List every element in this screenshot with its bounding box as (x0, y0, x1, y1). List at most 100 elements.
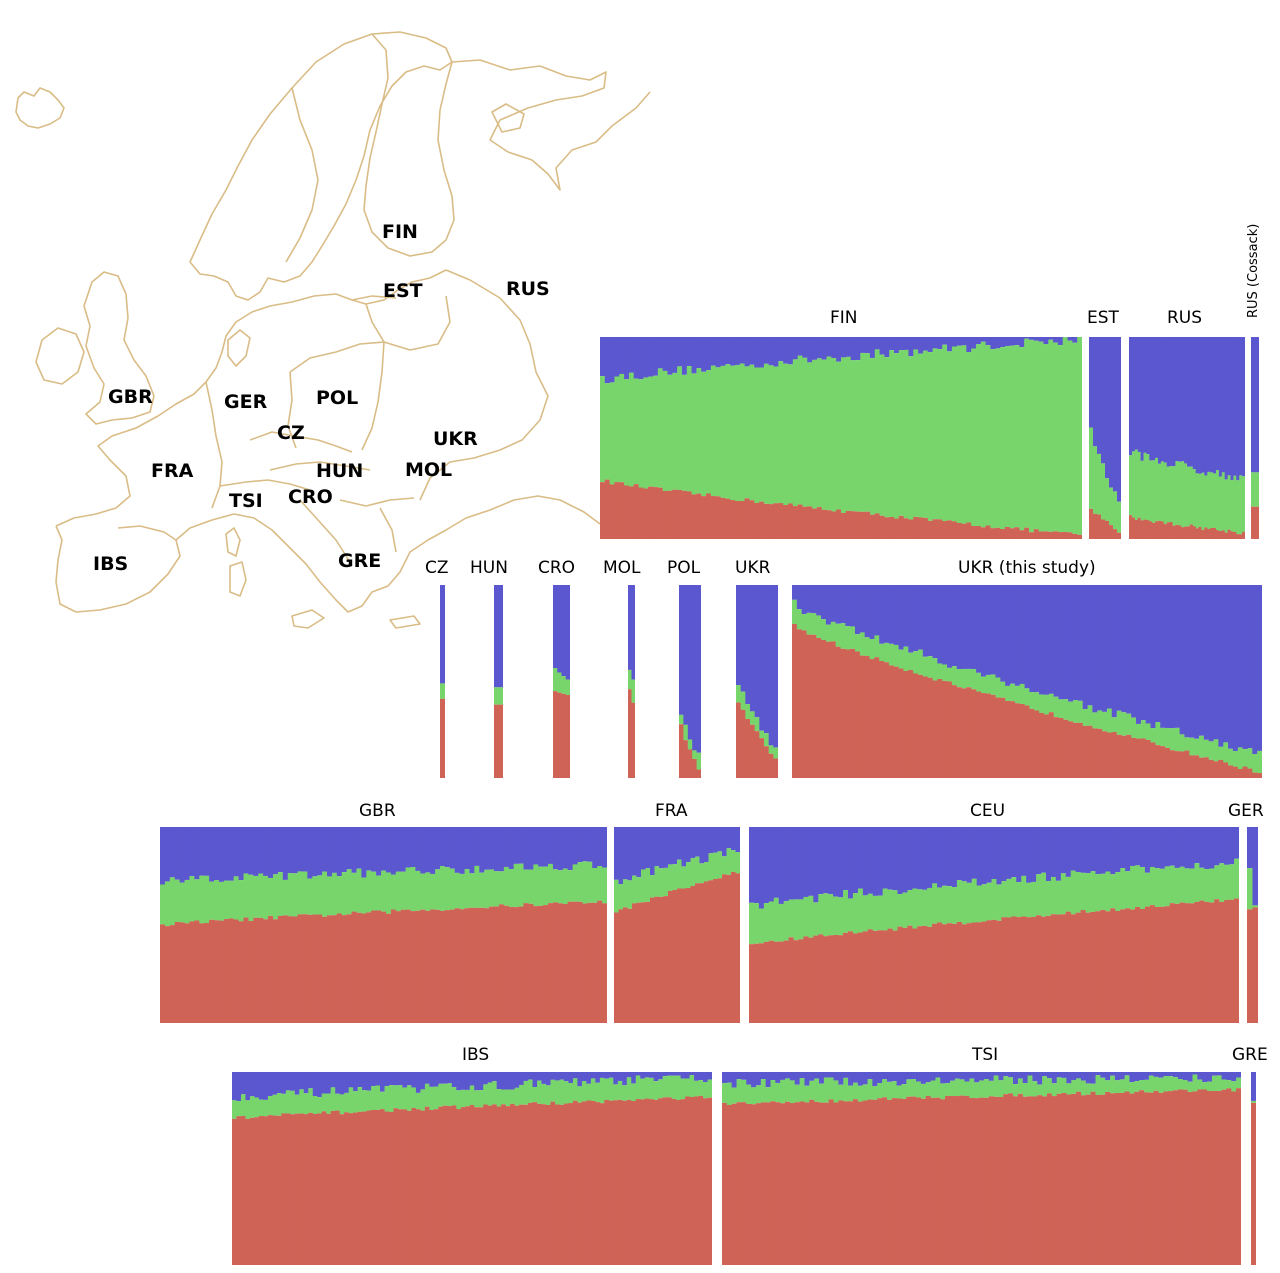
bar-ceu-66-red (1075, 912, 1082, 1023)
bar-tsi-47-blue (949, 1072, 956, 1081)
bar-fin-31-red (749, 500, 755, 539)
bar-ukr_study-78-green (1169, 728, 1176, 751)
bar-ceu-12-red (808, 937, 814, 1023)
bar-rus-35-red (1230, 531, 1234, 539)
bar-ukr_study-46-red (1014, 703, 1021, 778)
bar-tsi-91-blue (1163, 1072, 1169, 1077)
bar-ceu-17-red (833, 934, 839, 1023)
bar-fin-77-blue (971, 337, 977, 349)
bar-gbr-26-red (287, 916, 294, 1023)
bar-ger-1-red (1252, 907, 1258, 1023)
bar-ukr-0-green (736, 685, 742, 703)
bar-ukr_study-76-green (1160, 727, 1166, 747)
bar-fin-59-green (884, 357, 890, 518)
bar-ukr_study-59-red (1077, 722, 1084, 778)
bar-ukr_study-33-green (951, 666, 958, 686)
bar-ukr_study-82-red (1189, 755, 1195, 778)
bar-ceu-3-green (763, 903, 770, 942)
bar-gbr-44-red (376, 910, 382, 1023)
bar-ceu-46-blue (976, 827, 983, 886)
bar-ibs-106-green (707, 1079, 712, 1098)
bar-ukr_study-23-red (903, 670, 909, 778)
bar-fin-99-green (1077, 337, 1082, 535)
bar-ceu-52-green (1006, 878, 1012, 918)
bar-ukr_study-44-blue (1005, 585, 1011, 686)
panel-svg-pol (679, 585, 701, 778)
bar-ukr_study-32-blue (947, 585, 953, 668)
bar-fin-38-red (783, 505, 789, 539)
bar-ukr_study-50-blue (1034, 585, 1040, 693)
bar-fin-92-green (1043, 344, 1049, 532)
bar-gbr-70-red (503, 905, 510, 1023)
bar-rus-20-green (1187, 466, 1191, 527)
bar-ukr_study-13-red (854, 651, 861, 778)
bar-ukr_study-22-green (898, 649, 905, 669)
bar-ceu-59-green (1041, 872, 1047, 917)
bar-gbr-38-green (346, 869, 353, 915)
bar-tsi-50-blue (964, 1072, 970, 1082)
bar-ukr_study-11-green (845, 626, 851, 650)
bar-ukr_study-51-blue (1039, 585, 1045, 695)
bar-fin-39-red (787, 503, 794, 539)
bar-fin-50-green (841, 357, 847, 513)
bar-fin-98-green (1072, 342, 1078, 534)
bar-fra-27-blue (735, 827, 740, 853)
bar-ceu-63-green (1060, 873, 1067, 915)
bar-ukr-1-red (740, 709, 746, 778)
bar-ibs-89-blue (631, 1072, 637, 1084)
bar-cro-2-blue (561, 585, 567, 677)
bar-fin-9-blue (643, 337, 649, 378)
bar-pol-3-blue (692, 585, 698, 751)
bar-ibs-60-red (501, 1104, 507, 1265)
bar-gbr-88-blue (592, 827, 598, 868)
bar-gbr-7-blue (194, 827, 200, 880)
bar-gbr-37-blue (341, 827, 348, 873)
bar-tsi-53-blue (979, 1072, 985, 1081)
bar-ukr_study-36-blue (966, 585, 972, 669)
bar-ibs-44-blue (429, 1072, 435, 1087)
bar-fin-70-red (937, 519, 943, 539)
bar-gbr-90-red (602, 903, 607, 1023)
bar-gbr-54-green (425, 872, 431, 911)
bar-fin-18-blue (686, 337, 693, 367)
finland-outline (363, 33, 455, 257)
bar-ceu-96-blue (1224, 827, 1230, 865)
bar-gbr-36-green (336, 876, 343, 914)
bar-tsi-97-green (1192, 1074, 1198, 1092)
bar-ukr_study-91-blue (1232, 585, 1239, 752)
bar-ibs-96-green (662, 1076, 668, 1098)
bar-ceu-84-green (1164, 866, 1171, 907)
bar-rus-11-red (1160, 521, 1165, 539)
bar-ibs-100-green (680, 1078, 686, 1100)
bar-ukr_study-52-green (1043, 694, 1050, 715)
bar-ukr-2-green (745, 704, 751, 719)
bar-tsi-14-green (789, 1080, 796, 1104)
bar-ceu-72-red (1105, 911, 1111, 1023)
bar-gbr-33-blue (322, 827, 328, 872)
bar-tsi-51-red (969, 1098, 975, 1265)
bar-fra-20-green (704, 862, 710, 882)
bar-ceu-79-blue (1140, 827, 1146, 868)
bar-tsi-53-green (979, 1080, 985, 1098)
bar-ceu-93-blue (1209, 827, 1215, 869)
bar-ceu-50-blue (996, 827, 1003, 885)
bar-ukr_study-53-red (1048, 712, 1055, 778)
bar-fin-47-blue (826, 337, 832, 357)
bar-fin-84-blue (1004, 337, 1011, 347)
bar-tsi-90-blue (1158, 1072, 1164, 1078)
bar-fin-50-red (841, 512, 847, 539)
bar-ukr-1-green (740, 691, 746, 710)
bar-ibs-73-red (559, 1104, 565, 1265)
bar-tsi-32-red (877, 1098, 883, 1265)
bar-ceu-57-blue (1031, 827, 1037, 882)
bar-hun-1-green (498, 687, 503, 705)
bar-gbr-27-blue (292, 827, 299, 874)
bar-gbr-28-red (297, 914, 304, 1023)
bar-ukr_study-1-green (796, 609, 803, 630)
bar-ceu-16-blue (828, 827, 834, 895)
bar-ukr_study-56-green (1063, 699, 1069, 720)
bar-ibs-81-blue (595, 1072, 601, 1083)
bar-ceu-87-green (1179, 866, 1186, 903)
bar-tsi-101-blue (1211, 1072, 1218, 1076)
bar-ibs-104-blue (698, 1072, 704, 1081)
